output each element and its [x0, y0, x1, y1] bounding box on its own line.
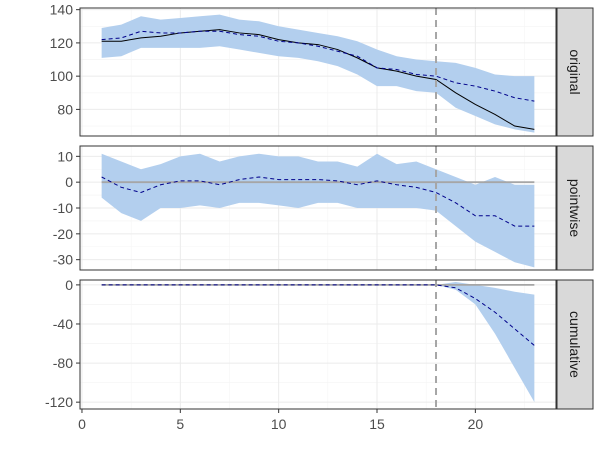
facet-strip: [556, 7, 594, 137]
y-tick-label: 10: [57, 148, 73, 164]
x-tick-label: 10: [271, 416, 287, 432]
facet-strip: [556, 145, 594, 271]
y-tick-label: 0: [65, 277, 73, 293]
panel-pointwise: -30 -20 -10 0 10 pointwise: [53, 145, 594, 271]
panel-border: [79, 279, 557, 410]
actual-series-line: [101, 29, 535, 130]
confidence-band: [101, 281, 535, 403]
y-tick-label: 80: [57, 101, 73, 117]
panel-border: [79, 145, 557, 271]
x-tick-label: 5: [176, 416, 184, 432]
panel-cumulative: -120 -80 -40 0 cumulative: [45, 277, 594, 410]
y-tick-label: -120: [45, 394, 73, 410]
y-tick-label: 100: [50, 68, 74, 84]
x-tick-label: 0: [78, 416, 86, 432]
predicted-series-line: [101, 176, 535, 227]
facet-strip-label: cumulative: [567, 311, 583, 378]
y-tick-label: -10: [53, 200, 73, 216]
y-tick-label: -30: [53, 252, 73, 268]
panel-original: 80 100 120 140 original: [50, 2, 594, 137]
x-tick-label: 20: [468, 416, 484, 432]
y-tick-label: -20: [53, 226, 73, 242]
y-tick-label: 140: [50, 2, 74, 18]
panel-border: [79, 7, 557, 137]
facet-strip-label: original: [567, 49, 583, 94]
y-tick-label: -80: [53, 355, 73, 371]
confidence-band: [101, 14, 535, 133]
facet-strip-label: pointwise: [567, 179, 583, 238]
predicted-series-line: [101, 284, 535, 346]
x-tick-label: 15: [369, 416, 385, 432]
predicted-series-line: [101, 30, 535, 102]
panels: 80 100 120 140 original -30 -20 -10 0 10 pointwise…: [45, 2, 594, 410]
y-tick-label: 0: [65, 174, 73, 190]
facet-strip: [556, 279, 594, 410]
y-tick-label: -40: [53, 316, 73, 332]
y-tick-label: 120: [50, 35, 74, 51]
x-axis: 0 5 10 15 20: [78, 409, 483, 432]
